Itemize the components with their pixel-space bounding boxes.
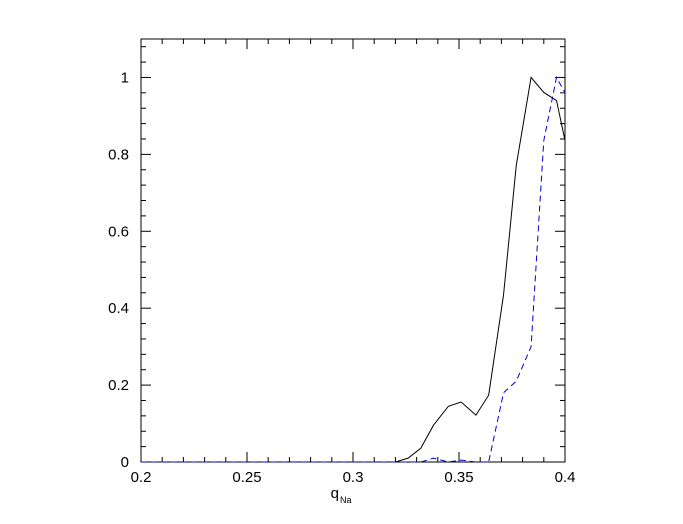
x-tick-label: 0.3: [343, 469, 364, 486]
data-line: [141, 76, 566, 463]
x-tick-label: 0.35: [444, 469, 473, 486]
x-axis-label-sub: Na: [340, 495, 352, 505]
y-tick-label: 0: [121, 454, 129, 471]
y-tick-label: 0.4: [108, 300, 129, 317]
x-tick-label: 0.25: [232, 469, 261, 486]
y-tick-label: 0.8: [108, 146, 129, 163]
x-tick-label: 0.2: [131, 469, 152, 486]
data-line: [141, 76, 566, 463]
y-tick-label: 0.6: [108, 223, 129, 240]
x-tick-label: 0.4: [555, 469, 576, 486]
y-tick-label: 1: [121, 69, 129, 86]
y-tick-label: 0.2: [108, 377, 129, 394]
x-axis-label: q: [331, 485, 339, 502]
plot-frame: [140, 38, 566, 463]
